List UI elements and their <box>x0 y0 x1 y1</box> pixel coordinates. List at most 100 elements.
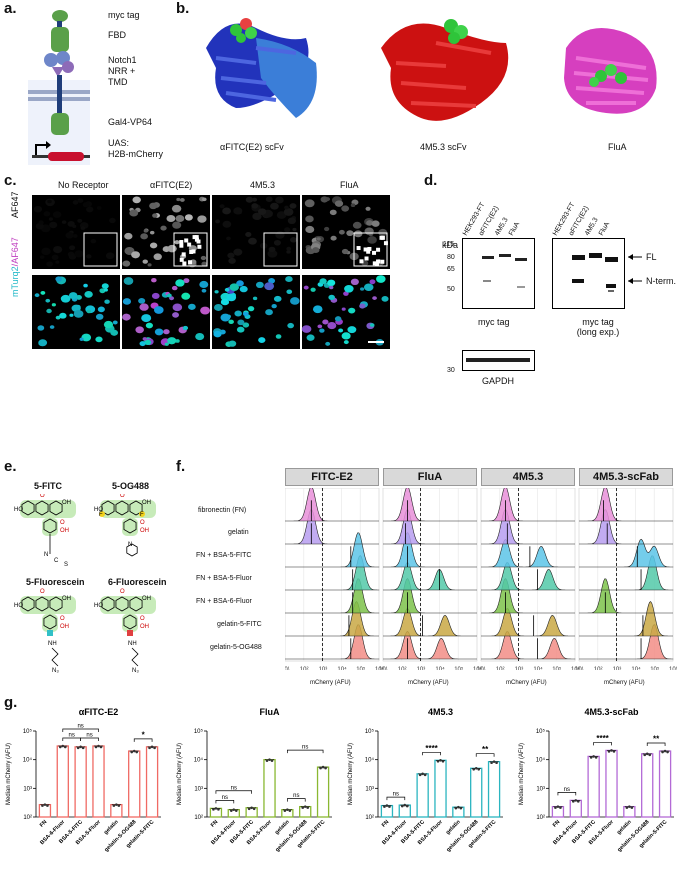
data-point <box>212 808 215 811</box>
svg-text:HO: HO <box>14 603 23 609</box>
xtick: 10⁴ <box>631 666 641 670</box>
bar <box>380 804 394 818</box>
row-label-2: FN + BSA-5-FITC <box>196 552 252 559</box>
data-point <box>630 806 634 809</box>
bar <box>452 806 465 818</box>
ridge-density <box>383 562 477 591</box>
svg-text:HO: HO <box>14 507 23 513</box>
ridge-density <box>579 538 674 568</box>
data-point <box>324 766 327 770</box>
data-point <box>319 766 322 770</box>
molecule-2: HO OH O O OH NH N₃ <box>14 589 76 674</box>
significance-label: ns <box>293 793 299 799</box>
compound-5-fluorescein: 5-Fluorescein <box>26 577 85 587</box>
data-point <box>574 799 578 802</box>
data-point <box>492 760 496 763</box>
xlabel-facet-1: mCherry (AFU) <box>310 680 351 686</box>
svg-text:OH: OH <box>142 500 151 506</box>
micro-tile-3-0 <box>302 195 390 269</box>
data-point <box>663 749 667 753</box>
ridge-density <box>285 532 380 568</box>
data-point <box>234 809 238 812</box>
myc-bands <box>482 254 527 288</box>
data-point <box>61 744 65 748</box>
data-point <box>63 745 67 749</box>
category-label: gelatin <box>616 819 633 836</box>
panel-label-c: c. <box>4 172 17 189</box>
xtick: 10⁵ <box>454 666 464 670</box>
row-merge: mTurq2/AF647 <box>10 237 20 297</box>
bar <box>658 750 672 818</box>
significance-label: ns <box>86 732 92 738</box>
category-label: FN <box>552 819 561 828</box>
bar <box>38 803 52 818</box>
svg-text:O: O <box>120 589 125 595</box>
data-point <box>41 804 44 807</box>
protein-structures <box>206 18 657 121</box>
bar <box>569 799 582 818</box>
data-point <box>150 745 154 749</box>
data-point <box>306 806 310 809</box>
significance-label: ** <box>482 745 489 754</box>
data-point <box>592 755 595 758</box>
xtick: 10⁴ <box>435 666 445 670</box>
svg-text:NH: NH <box>48 641 57 647</box>
bar-chart-3: 4M5.3-scFab Median mCherry (AFU) 10² 10³ 10⁴… <box>519 707 674 853</box>
svg-text:OH: OH <box>60 528 69 534</box>
data-point <box>148 746 151 750</box>
data-point <box>400 804 404 808</box>
ridge-density <box>481 608 575 637</box>
svg-text:O: O <box>60 520 65 526</box>
svg-text:OH: OH <box>140 624 149 630</box>
ridge-facet-2: 10¹ 10² 10³ 10⁴ 10⁵ 10⁶ <box>477 488 581 670</box>
significance-label: * <box>142 730 146 739</box>
data-point <box>490 761 493 764</box>
data-point <box>423 773 427 777</box>
svg-text:HO: HO <box>94 507 103 513</box>
category-label: gelatin-5-OG488 <box>617 819 651 853</box>
svg-text:OH: OH <box>140 528 149 534</box>
data-point <box>648 753 652 757</box>
xtick: 10⁶ <box>669 666 677 670</box>
bar <box>587 755 600 818</box>
micro-tile-1-0 <box>122 195 210 269</box>
ytick-label: 10⁵ <box>536 728 546 735</box>
structure-4m53 <box>381 19 509 121</box>
data-point <box>459 806 463 810</box>
bar <box>398 804 411 818</box>
xtick: 10² <box>496 667 505 670</box>
bar <box>416 773 429 818</box>
significance-label: ns <box>302 745 308 751</box>
marker-30: 30 <box>447 367 455 374</box>
molecule-0: HO OH O O OH NCS <box>14 494 76 568</box>
bar <box>605 749 618 818</box>
data-point <box>472 767 476 771</box>
data-point <box>474 766 478 770</box>
facet-flua: FluA <box>383 468 477 486</box>
xtick: 10² <box>398 667 407 670</box>
bar-chart-title: 4M5.3 <box>428 707 453 717</box>
svg-text:N: N <box>44 552 48 558</box>
significance-label: **** <box>596 734 609 743</box>
xtick: 10³ <box>515 667 524 670</box>
gal4-shape <box>51 113 69 135</box>
xtick: 10¹ <box>477 667 486 670</box>
data-point <box>421 772 424 776</box>
marker-65: 65 <box>447 266 455 273</box>
svg-text:O: O <box>140 520 145 526</box>
ridge-density <box>579 488 673 522</box>
category-label: FN <box>39 819 48 828</box>
microscopy-grid <box>32 195 390 349</box>
data-point <box>214 807 218 810</box>
linker <box>57 21 62 27</box>
data-point <box>232 808 236 811</box>
svg-text:F: F <box>140 512 144 518</box>
data-point <box>97 744 100 748</box>
data-point <box>321 765 325 769</box>
data-point <box>76 746 80 750</box>
data-point <box>268 758 271 761</box>
row-af647: AF647 <box>10 191 20 218</box>
structure-afitc <box>206 18 317 118</box>
facet-4m53: 4M5.3 <box>481 468 575 486</box>
micro-tile-0-0 <box>32 195 120 269</box>
